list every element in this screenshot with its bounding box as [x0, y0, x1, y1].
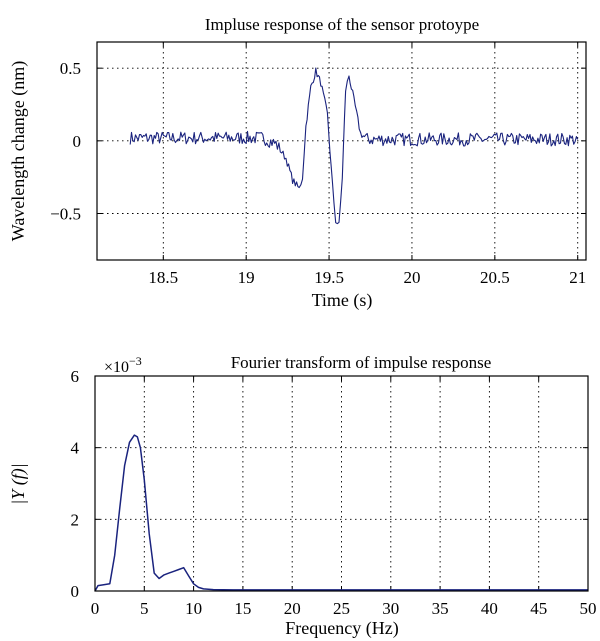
- chart-2-x-tick-label: 50: [580, 599, 597, 618]
- chart-2-exponent-label: ×10−3: [104, 354, 142, 376]
- chart-2-title: Fourier transform of impulse response: [231, 353, 492, 372]
- chart-1-x-axis-label: Time (s): [312, 290, 373, 311]
- chart-2-x-tick-label: 0: [91, 599, 100, 618]
- chart-1-y-axis-label: Wavelength change (nm): [8, 61, 29, 241]
- chart-2-x-tick-label: 25: [333, 599, 350, 618]
- chart-2-y-tick-label: 0: [71, 582, 80, 601]
- chart-2-y-tick-label: 2: [71, 510, 80, 529]
- chart-1-x-tick-label: 19.5: [314, 268, 344, 287]
- chart-2-plot-area: [94, 434, 588, 592]
- chart-1-x-tick-label: 20: [403, 268, 420, 287]
- chart-2-y-tick-label: 6: [71, 367, 80, 386]
- chart-1-plot-area: [129, 67, 579, 225]
- series-line: [129, 67, 579, 225]
- chart-2-x-axis-label: Frequency (Hz): [285, 618, 398, 639]
- chart-1-y-tick-label: 0: [73, 132, 82, 151]
- chart-1-ticks: [97, 42, 586, 260]
- chart-2-x-tick-label: 5: [140, 599, 149, 618]
- chart-2-frame: [94, 375, 589, 592]
- chart-2-x-tick-label: 35: [432, 599, 449, 618]
- chart-2-grid: [94, 375, 589, 592]
- chart-1-y-tick-label: 0.5: [60, 59, 81, 78]
- chart-2-x-tick-label: 15: [234, 599, 251, 618]
- chart-2-ticks: [94, 375, 589, 592]
- chart-2-x-tick-label: 30: [382, 599, 399, 618]
- chart-2-y-tick-label: 4: [71, 439, 80, 458]
- chart-1-frame: [96, 41, 587, 261]
- chart-2-x-tick-label: 45: [530, 599, 547, 618]
- fourier-transform-chart: Fourier transform of impulse response ×1…: [8, 353, 597, 639]
- chart-2-exponent-power: −3: [129, 354, 142, 368]
- chart-2-exponent-base: ×10: [104, 359, 129, 376]
- chart-1-y-tick-label: −0.5: [50, 204, 81, 223]
- series-line: [94, 434, 588, 592]
- chart-2-y-axis-label: |Y (f)|: [8, 463, 29, 504]
- chart-2-x-tick-label: 20: [284, 599, 301, 618]
- chart-1-x-tick-label: 19: [238, 268, 255, 287]
- chart-1-title: Impluse response of the sensor protoype: [205, 15, 479, 34]
- chart-1-x-tick-label: 21: [569, 268, 586, 287]
- chart-1-x-tick-label: 20.5: [480, 268, 510, 287]
- chart-2-x-tick-label: 10: [185, 599, 202, 618]
- chart-1-x-tick-label: 18.5: [148, 268, 178, 287]
- impulse-response-chart: Impluse response of the sensor protoype …: [8, 15, 587, 311]
- chart-1-grid: [97, 42, 586, 260]
- chart-2-x-tick-label: 40: [481, 599, 498, 618]
